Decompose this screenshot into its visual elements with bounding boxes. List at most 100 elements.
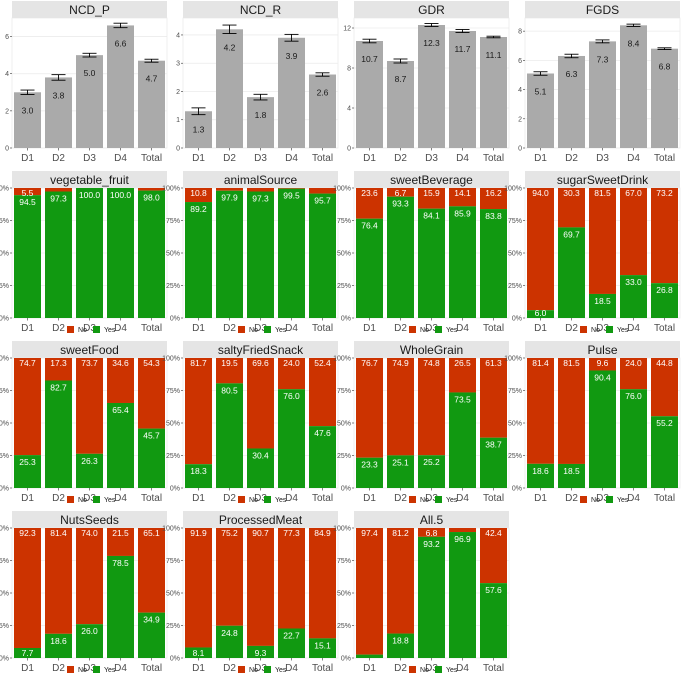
x-tick-label: D4 <box>114 323 127 334</box>
facet-strip <box>354 511 509 528</box>
bar-value-label-no: 23.6 <box>361 188 378 198</box>
x-tick-label: D2 <box>394 663 407 674</box>
bar-value-label-no: 24.0 <box>625 358 642 368</box>
x-tick-label: D3 <box>425 493 438 504</box>
x-tick-label: D2 <box>52 493 65 504</box>
error-bar <box>626 23 641 27</box>
legend-key-yes <box>435 326 442 333</box>
y-tick-label: 50% <box>337 591 351 598</box>
facet-panel-wholegrain: WholeGrain 0% 25% 50% 75% 100% D1 76.7 23.3 D2 74.… <box>333 341 510 504</box>
bar-value-label-no: 6.8 <box>426 528 438 538</box>
x-tick-label: D3 <box>596 323 609 334</box>
legend-label-no: No <box>591 327 600 334</box>
error-bar <box>82 52 97 58</box>
y-tick-label: 100% <box>0 526 9 533</box>
bar-value-label: 11.7 <box>455 44 471 54</box>
legend-key-no <box>238 496 245 503</box>
bar <box>449 31 476 148</box>
bar-segment-no <box>185 528 212 648</box>
bar-segment-yes <box>247 191 274 318</box>
error-bar <box>222 24 237 34</box>
bar-value-label-no: 21.5 <box>112 528 129 538</box>
x-tick-label: D2 <box>223 493 236 504</box>
bar-value-label-yes: 98.0 <box>143 193 160 203</box>
bar-segment-no <box>216 358 243 384</box>
bar-segment-yes <box>76 453 103 488</box>
bar-value-label-yes: 78.5 <box>112 558 129 568</box>
bar-value-label-yes: 97.3 <box>50 194 67 204</box>
bar-value-label-yes: 95.7 <box>314 196 331 206</box>
bar-value-label: 1.3 <box>193 124 205 134</box>
bar <box>527 73 554 148</box>
bar-segment-yes <box>558 463 585 488</box>
bar-value-label: 11.1 <box>486 50 502 60</box>
bar-segment-yes <box>278 389 305 488</box>
bar-segment-yes <box>418 208 445 318</box>
bar-value-label-yes: 76.4 <box>361 221 378 231</box>
legend: No Yes <box>409 326 458 334</box>
y-tick-label: 100% <box>333 186 351 193</box>
bar-segment-no <box>185 188 212 203</box>
error-bar <box>51 74 66 81</box>
y-tick-label: 0% <box>170 486 180 493</box>
facet-panel-vegetable-fruit: vegetable_fruit 0% 25% 50% 75% 100% D1 5.594.5 D… <box>0 171 168 334</box>
bar-value-label-yes: 22.7 <box>283 630 300 640</box>
y-tick-label: 100% <box>333 526 351 533</box>
y-tick-label: 4 <box>5 71 9 78</box>
y-tick-label: 100% <box>0 186 9 193</box>
y-tick-label: 75% <box>0 558 9 565</box>
bar-value-label-yes: 55.2 <box>656 418 673 428</box>
bar-value-label-no: 52.4 <box>314 358 331 368</box>
x-tick-label: Total <box>483 323 504 334</box>
x-tick-label: D2 <box>52 323 65 334</box>
bar-segment-no <box>247 188 274 192</box>
x-tick-label: D2 <box>565 153 578 164</box>
legend-label-no: No <box>78 667 87 674</box>
legend-key-yes <box>264 496 271 503</box>
error-bar <box>533 71 548 76</box>
bar-value-label-no: 76.7 <box>361 358 378 368</box>
bar-value-label-no: 81.4 <box>532 358 549 368</box>
bar <box>76 55 103 149</box>
x-tick-label: D1 <box>192 493 205 504</box>
bar-segment-yes <box>185 202 212 318</box>
bar-segment-yes <box>107 188 134 318</box>
y-tick-label: 50% <box>0 421 9 428</box>
bar-segment-no <box>278 188 305 189</box>
facet-panel-nutsseeds: NutsSeeds 0% 25% 50% 75% 100% D1 92.3 7.7 D2 81.4 1… <box>0 511 168 674</box>
y-tick-label: 6 <box>518 58 522 65</box>
y-tick-label: 100% <box>162 186 180 193</box>
bar-segment-no <box>418 188 445 209</box>
bar-segment-no <box>45 528 72 634</box>
bar-value-label: 5.1 <box>535 87 547 97</box>
y-tick-label: 25% <box>0 453 9 460</box>
x-tick-label: Total <box>654 493 675 504</box>
y-tick-label: 25% <box>337 453 351 460</box>
y-tick-label: 100% <box>162 356 180 363</box>
bar <box>356 41 383 148</box>
bar-segment-no <box>449 188 476 207</box>
bar-segment-no <box>418 358 445 456</box>
facet-title: vegetable_fruit <box>50 173 129 187</box>
legend-key-yes <box>606 496 613 503</box>
facet-title: animalSource <box>224 173 298 187</box>
legend-label-yes: Yes <box>104 667 116 674</box>
bar-segment-no <box>356 358 383 458</box>
legend-label-yes: Yes <box>104 327 116 334</box>
bar-value-label-no: 26.5 <box>454 358 471 368</box>
bar-value-label-yes: 97.9 <box>221 193 238 203</box>
bar-value-label-no: 17.3 <box>50 358 67 368</box>
error-bar <box>486 35 501 39</box>
y-tick-label: 50% <box>0 251 9 258</box>
bar-value-label: 1.8 <box>255 110 267 120</box>
bar-segment-yes <box>387 455 414 488</box>
bar-segment-no <box>107 358 134 403</box>
error-bar <box>362 38 377 44</box>
bar-value-label-yes: 26.3 <box>81 456 98 466</box>
bar-segment-yes <box>45 191 72 318</box>
bar-segment-no <box>138 188 165 191</box>
x-tick-label: D2 <box>52 153 65 164</box>
bar-value-label: 3.0 <box>22 105 34 115</box>
bar-segment-no <box>278 528 305 629</box>
bar-segment-yes <box>76 188 103 318</box>
